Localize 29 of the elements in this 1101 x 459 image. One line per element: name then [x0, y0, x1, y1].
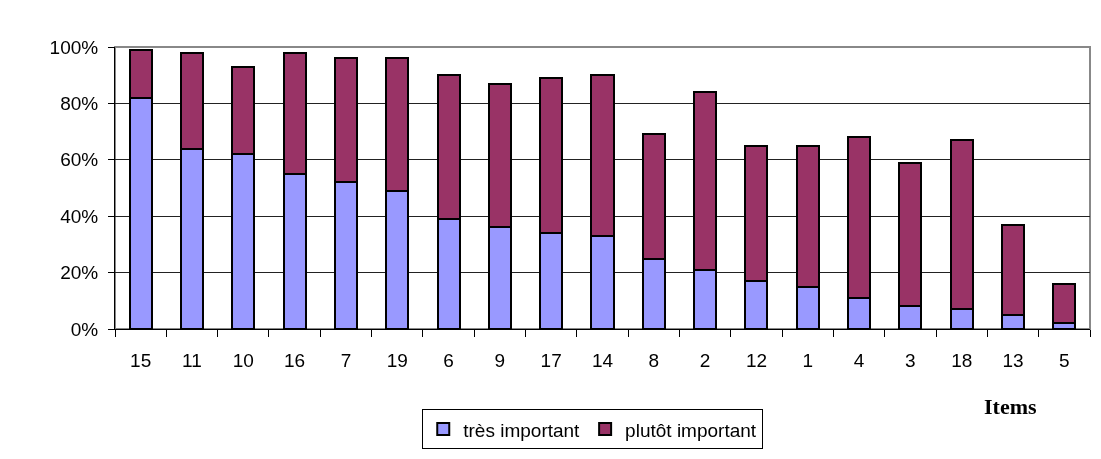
- y-tick-label: 80%: [60, 93, 99, 115]
- x-tick-label: 11: [182, 349, 202, 371]
- y-tick-label: 40%: [60, 205, 99, 227]
- legend-label: très important: [463, 419, 581, 441]
- x-tick-label: 5: [1059, 349, 1070, 371]
- x-tick-label: 2: [699, 349, 711, 371]
- x-tick-label: 17: [540, 349, 562, 371]
- bar: [1052, 282, 1077, 325]
- x-tick-label: 10: [232, 349, 254, 371]
- x-tick-label: 9: [494, 349, 506, 371]
- x-tick-label: 7: [340, 349, 352, 371]
- x-tick-label: 19: [386, 349, 408, 371]
- x-tick-label: 1: [802, 349, 814, 371]
- x-tick-label: 4: [853, 349, 865, 371]
- y-tick-label: 100%: [49, 36, 99, 58]
- x-tick-label: 18: [951, 349, 973, 371]
- x-tick-label: 15: [130, 349, 152, 371]
- y-tick-label: 60%: [60, 149, 99, 171]
- x-tick-label: 13: [1002, 349, 1024, 371]
- x-tick-label: 12: [745, 349, 768, 371]
- x-tick-label: 3: [905, 349, 916, 371]
- x-tick-label: 14: [591, 349, 614, 371]
- x-tick-label: 6: [443, 349, 454, 371]
- x-tick-label: 16: [284, 349, 306, 371]
- x-axis-title: Items: [984, 394, 1037, 419]
- legend-label: plutôt important: [625, 419, 757, 441]
- y-tick-label: 20%: [60, 262, 99, 284]
- x-tick-label: 8: [648, 349, 660, 371]
- y-tick-label: 0%: [70, 318, 99, 340]
